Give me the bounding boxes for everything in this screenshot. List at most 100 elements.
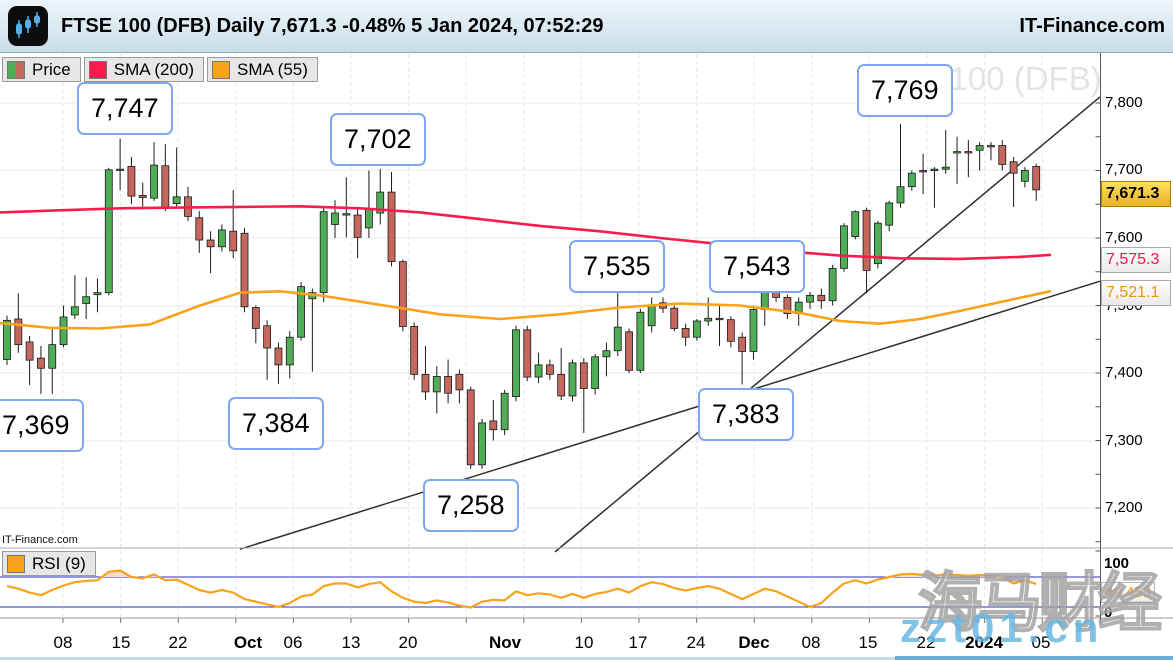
candle[interactable] <box>862 207 871 294</box>
candle[interactable] <box>150 142 158 201</box>
candle[interactable] <box>331 200 339 238</box>
candle[interactable] <box>512 325 520 402</box>
candle[interactable] <box>206 231 215 274</box>
candle[interactable] <box>455 369 464 404</box>
candle[interactable] <box>240 227 249 313</box>
candle[interactable] <box>410 322 419 380</box>
candle[interactable] <box>896 123 905 208</box>
candle[interactable] <box>806 292 814 309</box>
candle[interactable] <box>625 328 633 373</box>
candle[interactable] <box>93 278 102 313</box>
candle[interactable] <box>613 281 622 357</box>
candle[interactable] <box>704 297 713 326</box>
candle[interactable] <box>285 331 294 379</box>
price-callout[interactable]: 7,543 <box>709 240 805 293</box>
candle[interactable] <box>251 305 260 344</box>
candle[interactable] <box>319 207 328 303</box>
candle[interactable] <box>308 288 317 372</box>
candle[interactable] <box>534 352 543 384</box>
candle[interactable] <box>568 359 577 402</box>
shallow-support-line[interactable] <box>239 280 1101 550</box>
candle[interactable] <box>297 281 305 341</box>
candle[interactable] <box>975 142 984 171</box>
candle[interactable] <box>466 386 475 469</box>
candle[interactable] <box>365 170 373 239</box>
candle[interactable] <box>783 294 792 319</box>
candle[interactable] <box>195 211 204 253</box>
candle[interactable] <box>670 305 679 332</box>
steep-support-line[interactable] <box>554 96 1101 553</box>
price-callout[interactable]: 7,535 <box>569 240 665 293</box>
candle[interactable] <box>602 342 611 377</box>
candle[interactable] <box>907 170 916 191</box>
candle[interactable] <box>817 288 826 309</box>
candle[interactable] <box>749 305 758 360</box>
candle[interactable] <box>127 157 136 205</box>
candle[interactable] <box>229 190 238 259</box>
candle[interactable] <box>489 400 498 441</box>
candle[interactable] <box>647 297 656 333</box>
candle[interactable] <box>444 359 452 404</box>
candle[interactable] <box>930 167 939 208</box>
candle[interactable] <box>964 140 973 178</box>
candle[interactable] <box>1032 163 1041 201</box>
candle[interactable] <box>873 221 882 269</box>
candle[interactable] <box>217 224 226 252</box>
candle[interactable] <box>953 136 961 184</box>
price-callout[interactable]: 7,747 <box>77 82 173 135</box>
candle[interactable] <box>1009 157 1018 207</box>
candle[interactable] <box>998 140 1007 171</box>
candle[interactable] <box>387 171 396 267</box>
candle[interactable] <box>263 320 272 380</box>
candle[interactable] <box>523 325 532 382</box>
candle[interactable] <box>14 293 23 353</box>
legend-sma55[interactable]: SMA (55) <box>207 57 318 82</box>
candle[interactable] <box>636 308 645 373</box>
legend-rsi[interactable]: RSI (9) <box>2 551 96 576</box>
price-callout[interactable]: 7,383 <box>698 388 794 441</box>
candle[interactable] <box>591 354 600 395</box>
candle[interactable] <box>1021 167 1029 188</box>
price-callout[interactable]: 7,702 <box>330 113 426 166</box>
candle[interactable] <box>987 142 995 161</box>
candle[interactable] <box>738 332 747 385</box>
candle[interactable] <box>840 223 848 272</box>
candle[interactable] <box>681 323 690 346</box>
legend-price[interactable]: Price <box>2 57 81 82</box>
candle[interactable] <box>432 366 441 414</box>
candle[interactable] <box>274 342 283 384</box>
price-callout[interactable]: 7,769 <box>857 64 953 117</box>
candle[interactable] <box>138 182 147 207</box>
candle[interactable] <box>104 167 113 296</box>
candle[interactable] <box>116 138 124 191</box>
candle[interactable] <box>885 200 894 232</box>
candle[interactable] <box>693 319 701 341</box>
app-logo-icon[interactable] <box>8 6 48 46</box>
candle[interactable] <box>941 130 950 174</box>
candle[interactable] <box>82 277 91 319</box>
price-callout[interactable]: 7,369 <box>0 399 84 452</box>
candle[interactable] <box>161 144 170 211</box>
brand-link[interactable]: IT-Finance.com <box>1019 14 1165 37</box>
price-callout[interactable]: 7,258 <box>423 479 519 532</box>
candle[interactable] <box>172 147 181 208</box>
candle[interactable] <box>478 418 486 469</box>
candle[interactable] <box>25 335 34 386</box>
candle[interactable] <box>545 359 554 380</box>
candle[interactable] <box>353 207 362 259</box>
legend-sma200[interactable]: SMA (200) <box>83 57 205 82</box>
candle[interactable] <box>48 329 57 394</box>
candle[interactable] <box>59 305 68 348</box>
candle[interactable] <box>919 153 928 195</box>
candle[interactable] <box>70 275 79 319</box>
candle[interactable] <box>398 259 407 332</box>
price-callout[interactable]: 7,384 <box>228 397 324 450</box>
candle[interactable] <box>828 265 837 306</box>
candle[interactable] <box>557 348 566 400</box>
candle[interactable] <box>421 346 430 400</box>
candle[interactable] <box>851 210 860 240</box>
candle[interactable] <box>37 346 45 394</box>
candle[interactable] <box>500 389 509 436</box>
candle[interactable] <box>376 169 385 225</box>
